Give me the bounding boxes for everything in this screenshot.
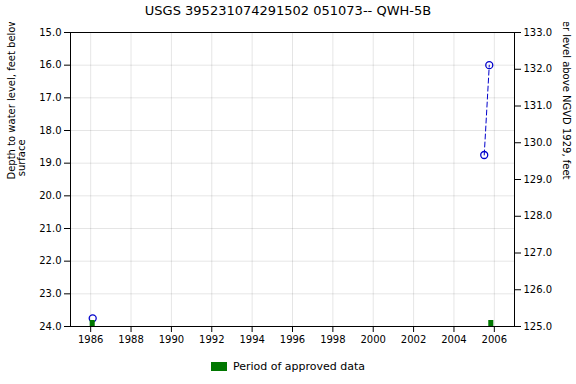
svg-text:1988: 1988: [118, 334, 143, 345]
svg-text:24.0: 24.0: [39, 321, 61, 332]
svg-text:126.0: 126.0: [524, 284, 553, 295]
svg-text:2002: 2002: [401, 334, 426, 345]
svg-text:2000: 2000: [361, 334, 386, 345]
svg-text:1990: 1990: [159, 334, 184, 345]
svg-text:15.0: 15.0: [39, 27, 61, 38]
svg-text:128.0: 128.0: [524, 210, 553, 221]
html-text:USGS 395231074291502 051073--: USGS 395231074291502 051073-- QWH-5B: [144, 3, 432, 18]
svg-text:127.0: 127.0: [524, 247, 553, 258]
svg-text:20.0: 20.0: [39, 190, 61, 201]
svg-text:1994: 1994: [239, 334, 264, 345]
svg-text:17.0: 17.0: [39, 92, 61, 103]
svg-text:129.0: 129.0: [524, 174, 553, 185]
svg-text:23.0: 23.0: [39, 288, 61, 299]
svg-text:18.0: 18.0: [39, 125, 61, 136]
svg-text:2006: 2006: [482, 334, 507, 345]
svg-text:125.0: 125.0: [524, 321, 553, 332]
svg-text:2004: 2004: [441, 334, 466, 345]
svg-text:133.0: 133.0: [524, 27, 553, 38]
svg-text:21.0: 21.0: [39, 223, 61, 234]
svg-text:22.0: 22.0: [39, 255, 61, 266]
svg-text:130.0: 130.0: [524, 137, 553, 148]
svg-text:1996: 1996: [280, 334, 305, 345]
svg-text:1986: 1986: [78, 334, 103, 345]
html-text:Period of approved data: Period of approved data: [232, 359, 366, 373]
svg-text:16.0: 16.0: [39, 59, 61, 70]
svg-text:Depth to water level, feet bel: Depth to water level, feet below land su…: [6, 22, 27, 180]
svg-text:Groundwater level above NGVD 1: Groundwater level above NGVD 1929, feet: [561, 22, 572, 180]
svg-text:1998: 1998: [320, 334, 345, 345]
svg-text:19.0: 19.0: [39, 157, 61, 168]
svg-text:132.0: 132.0: [524, 63, 553, 74]
svg-text:1992: 1992: [199, 334, 224, 345]
svg-text:131.0: 131.0: [524, 100, 553, 111]
